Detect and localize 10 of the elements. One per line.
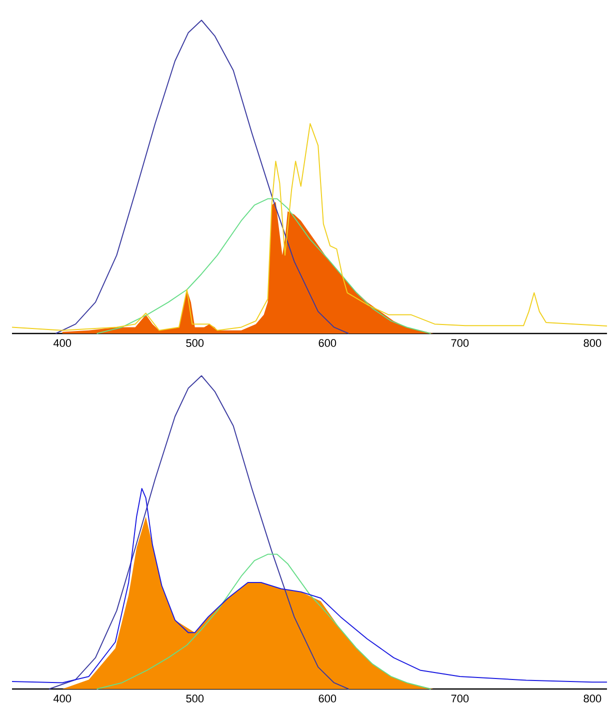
x-tick-label: 800	[584, 339, 602, 347]
x-tick-label: 700	[452, 339, 469, 347]
x-tick-label: 800	[584, 694, 602, 702]
x-tick-label: 600	[319, 339, 336, 347]
x-tick-label: 400	[54, 339, 72, 347]
x-tick-label: 500	[186, 339, 204, 347]
x-tick-label: 400	[54, 694, 72, 702]
x-tick-label: 700	[452, 694, 469, 702]
x-tick-label: 500	[186, 694, 204, 702]
x-tick-label: 600	[319, 694, 336, 702]
